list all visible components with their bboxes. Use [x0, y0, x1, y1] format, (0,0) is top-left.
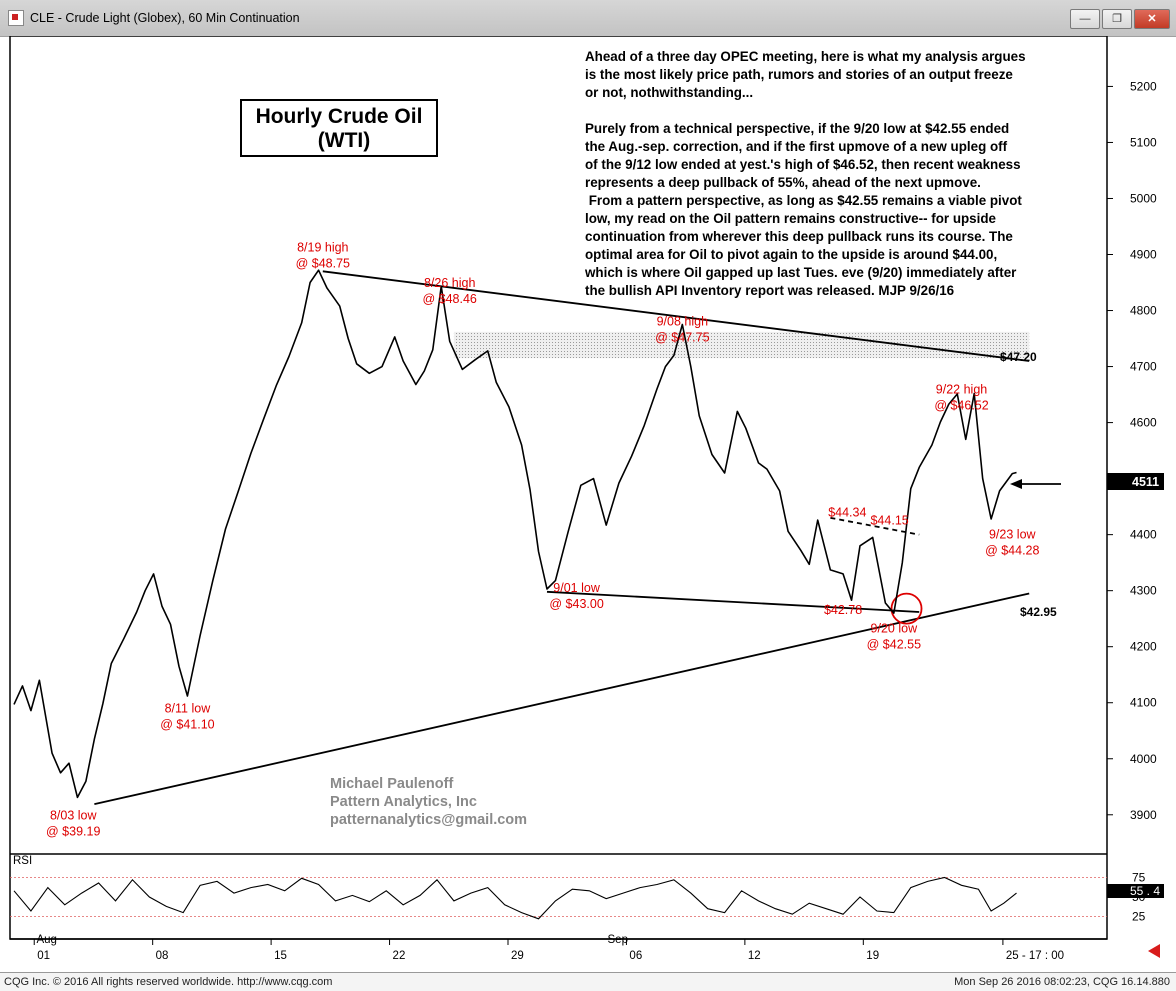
rsi-last-value: 55 . 4: [1130, 884, 1160, 898]
status-footer: CQG Inc. © 2016 All rights reserved worl…: [0, 972, 1176, 991]
last-price-value: 4511: [1132, 475, 1159, 489]
scroll-left-arrow-icon[interactable]: [1148, 944, 1160, 958]
price-annotations: 8/19 high @ $48.75 8/26 high @ $48.46 9/08 h…: [46, 241, 1040, 839]
price-series: [13, 269, 1017, 799]
y-tick-label: 4600: [1130, 416, 1157, 430]
analysis-commentary: Ahead of a three day OPEC meeting, here …: [584, 49, 1026, 298]
rsi-label: RSI: [13, 855, 32, 867]
annotation-label: 8/11 low @ $41.10: [160, 701, 214, 731]
last-price-tag: [1107, 473, 1164, 490]
x-tick-label: 25 - 17 : 00: [1006, 950, 1064, 962]
author-signature: Michael Paulenoff Pattern Analytics, Inc p…: [330, 776, 527, 828]
maximize-button[interactable]: ❐: [1102, 9, 1132, 29]
annotation-label: 9/20 low @ $42.55: [867, 622, 921, 652]
rsi-tick-label: 25: [1132, 910, 1146, 924]
x-tick-label: 06: [629, 950, 642, 962]
chart-title: Hourly Crude Oil: [256, 105, 423, 128]
timestamp-text: Mon Sep 26 2016 08:02:23, CQG 16.14.880: [954, 976, 1170, 988]
y-tick-label: 5200: [1130, 79, 1157, 93]
low-marker-circle: [890, 592, 923, 625]
trendline-lower-wedge: [546, 590, 920, 613]
price-chart-svg[interactable]: Hourly Crude Oil (WTI) Ahead of a three …: [0, 35, 1176, 972]
level-label-support: $42.95: [1020, 605, 1057, 619]
chart-frame: [9, 35, 1108, 940]
current-price-arrow: [1010, 479, 1061, 489]
x-tick-label: 12: [748, 950, 761, 962]
level-label-resistance: $47.20: [1000, 350, 1037, 364]
annotation-label: 8/26 high @ $48.46: [422, 276, 476, 306]
x-tick-label: 15: [274, 950, 287, 962]
trendline-dashed-upper: [830, 516, 920, 536]
signature-line: Michael Paulenoff: [330, 776, 453, 792]
annotation-label: 9/01 low @ $43.00: [549, 581, 603, 611]
annotation-label: $44.34: [828, 506, 866, 520]
close-button[interactable]: ✕: [1134, 9, 1170, 29]
x-tick-label: 01: [37, 950, 50, 962]
y-tick-label: 4700: [1130, 360, 1157, 374]
y-tick-label: 4200: [1130, 640, 1157, 654]
month-label: Aug: [36, 934, 56, 946]
annotation-label: 9/23 low @ $44.28: [985, 528, 1039, 558]
signature-line: Pattern Analytics, Inc: [330, 794, 477, 810]
annotation-label: 8/19 high @ $48.75: [296, 241, 350, 271]
signature-line: patternanalytics@gmail.com: [330, 812, 527, 828]
y-axis: 3900400041004200430044004500460047004800…: [1107, 79, 1157, 822]
y-tick-label: 4000: [1130, 752, 1157, 766]
annotation-label: $42.78: [824, 603, 862, 617]
copyright-text: CQG Inc. © 2016 All rights reserved worl…: [4, 976, 333, 988]
y-tick-label: 5000: [1130, 191, 1157, 205]
title-box: [240, 99, 438, 157]
chart-area[interactable]: Hourly Crude Oil (WTI) Ahead of a three …: [0, 35, 1176, 976]
x-tick-label: 19: [866, 950, 879, 962]
annotation-label: 9/22 high @ $46.52: [934, 382, 988, 412]
y-tick-label: 3900: [1130, 808, 1157, 822]
annotation-label: $44.15: [870, 514, 908, 528]
x-tick-label: 29: [511, 950, 524, 962]
month-label: Sep: [608, 934, 628, 946]
rsi-last-tag: [1107, 884, 1164, 898]
annotation-label: 8/03 low @ $39.19: [46, 808, 100, 838]
minimize-button[interactable]: —: [1070, 9, 1100, 29]
window-title: CLE - Crude Light (Globex), 60 Min Conti…: [30, 11, 300, 25]
x-axis: 01 08 15 22 29 06 12 19 25 - 17 : 00 Aug Sep: [33, 934, 1064, 962]
x-tick-label: 08: [156, 950, 169, 962]
y-tick-label: 5100: [1130, 135, 1157, 149]
chart-subtitle: (WTI): [318, 129, 370, 152]
rsi-tick-label: 75: [1132, 871, 1146, 885]
y-tick-label: 4300: [1130, 584, 1157, 598]
gap-zone-band: [453, 331, 1030, 359]
cqg-app-icon: [8, 10, 24, 26]
y-tick-label: 4800: [1130, 304, 1157, 318]
x-tick-label: 22: [393, 950, 406, 962]
annotation-label: 9/08 high @ $47.75: [655, 315, 709, 345]
window-titlebar: CLE - Crude Light (Globex), 60 Min Conti…: [0, 0, 1176, 37]
y-tick-label: 4100: [1130, 696, 1157, 710]
y-tick-label: 4400: [1130, 528, 1157, 542]
trendline-support: [94, 592, 1030, 806]
y-tick-label: 4900: [1130, 248, 1157, 262]
rsi-line: [13, 876, 1017, 920]
price-line: [13, 269, 1017, 799]
